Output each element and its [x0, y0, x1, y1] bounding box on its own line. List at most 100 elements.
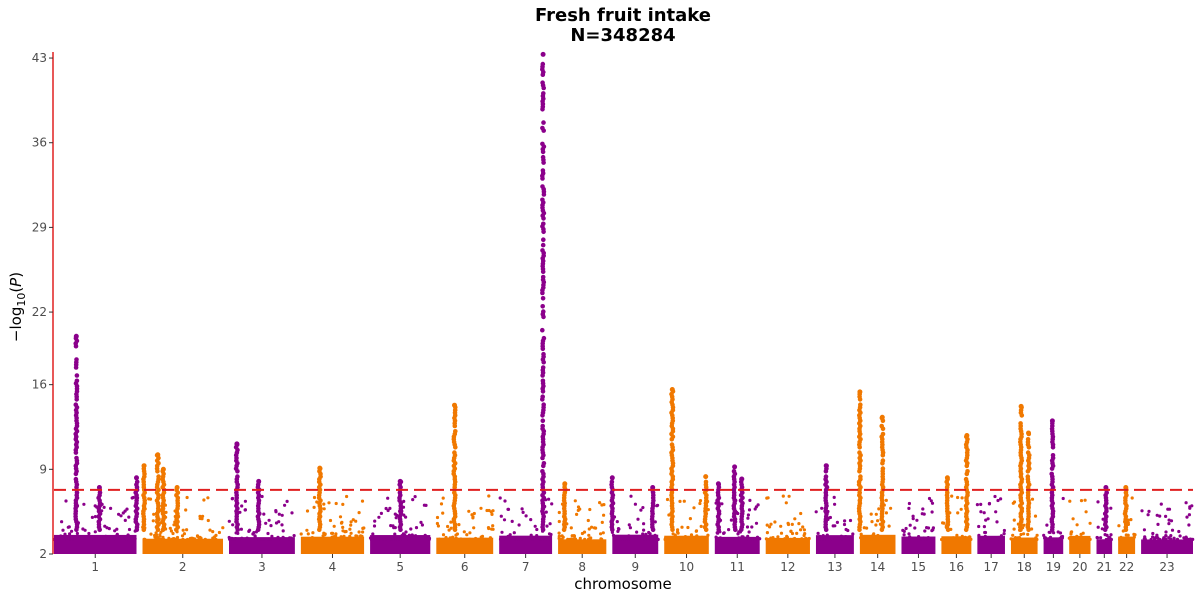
- data-point: [915, 518, 919, 522]
- data-point: [984, 518, 988, 522]
- data-point: [486, 526, 491, 530]
- y-tick-label: 29: [32, 220, 47, 234]
- peak-point: [540, 469, 545, 474]
- data-point: [958, 537, 962, 541]
- data-point: [665, 497, 670, 502]
- data-point: [573, 537, 578, 541]
- data-point: [208, 528, 212, 532]
- data-point: [498, 537, 503, 541]
- peak-top-point: [256, 478, 262, 484]
- data-point: [639, 508, 643, 512]
- chromosome-band: [901, 536, 936, 554]
- data-point: [1105, 533, 1109, 538]
- peak-top-point: [540, 51, 546, 57]
- data-point: [1042, 533, 1046, 538]
- data-point: [647, 530, 651, 535]
- data-point: [819, 537, 824, 542]
- data-point: [343, 530, 347, 534]
- data-point: [956, 511, 960, 515]
- data-point: [560, 534, 564, 538]
- data-point: [80, 535, 84, 540]
- data-point: [627, 523, 631, 527]
- data-point: [1034, 537, 1038, 541]
- data-point: [266, 531, 270, 536]
- peak-point: [73, 402, 79, 408]
- data-point: [87, 531, 91, 536]
- x-tick-label: 2: [179, 560, 187, 574]
- data-point: [348, 537, 352, 541]
- peak-point: [541, 309, 546, 314]
- peak-point: [857, 450, 862, 455]
- data-point: [999, 534, 1004, 538]
- peak-point: [540, 274, 546, 280]
- data-point: [352, 537, 356, 542]
- data-point: [960, 496, 964, 500]
- data-point: [959, 507, 963, 511]
- data-point: [234, 537, 238, 541]
- data-point: [643, 537, 647, 542]
- data-point: [373, 519, 377, 523]
- data-point: [171, 537, 175, 541]
- data-point: [995, 520, 999, 524]
- data-point: [731, 537, 735, 541]
- peak-point: [540, 242, 546, 248]
- peak-top-point: [609, 475, 615, 481]
- data-point: [273, 537, 277, 541]
- data-point: [1011, 533, 1015, 537]
- chromosome-band: [142, 538, 224, 554]
- data-point: [264, 537, 268, 542]
- data-point: [891, 535, 895, 539]
- data-point: [789, 529, 793, 533]
- x-tick-label: 16: [949, 560, 964, 574]
- data-point: [184, 508, 188, 512]
- data-point: [63, 532, 67, 536]
- data-point: [535, 527, 539, 532]
- data-point: [109, 506, 113, 510]
- data-point: [785, 534, 789, 538]
- x-tick-label: 18: [1017, 560, 1032, 574]
- data-point: [904, 537, 908, 542]
- data-point: [833, 502, 837, 506]
- peak-point: [540, 296, 546, 301]
- data-point: [636, 517, 640, 521]
- data-point: [286, 537, 290, 541]
- x-tick-label: 20: [1072, 560, 1087, 574]
- data-point: [947, 537, 951, 541]
- data-point: [695, 534, 699, 538]
- data-point: [468, 531, 472, 535]
- data-point: [477, 537, 481, 542]
- data-point: [245, 537, 249, 541]
- data-point: [93, 515, 97, 519]
- data-point: [987, 502, 992, 506]
- data-point: [524, 514, 528, 518]
- data-point: [407, 533, 411, 537]
- data-point: [386, 496, 390, 500]
- data-point: [924, 537, 928, 542]
- data-point: [420, 523, 424, 527]
- data-point: [1140, 509, 1144, 513]
- data-point: [180, 534, 185, 538]
- data-point: [950, 494, 954, 498]
- peak-point: [540, 168, 546, 173]
- data-point: [1169, 519, 1174, 523]
- data-point: [833, 524, 837, 528]
- data-point: [722, 531, 726, 535]
- data-point: [203, 537, 207, 542]
- y-tick-label: 2: [39, 547, 47, 561]
- data-point: [357, 530, 361, 534]
- data-point: [570, 537, 574, 542]
- data-point: [921, 507, 925, 511]
- data-point: [694, 529, 698, 533]
- data-point: [92, 537, 96, 542]
- data-point: [692, 506, 696, 510]
- peak-point: [540, 80, 545, 85]
- data-point: [230, 536, 234, 540]
- data-point: [251, 532, 255, 536]
- chromosome-bands: [54, 534, 1193, 554]
- chromosome-band: [1010, 537, 1038, 554]
- data-point: [327, 501, 331, 505]
- x-tick-label: 8: [578, 560, 586, 574]
- data-point: [653, 533, 657, 538]
- data-point: [334, 501, 338, 506]
- data-point: [572, 534, 576, 538]
